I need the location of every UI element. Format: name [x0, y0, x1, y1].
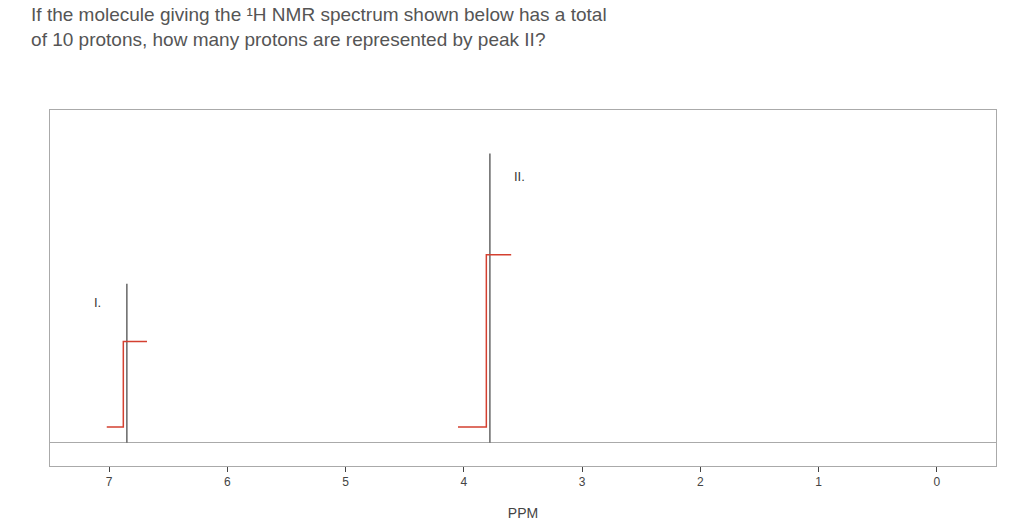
svg-text:7: 7	[106, 475, 113, 489]
svg-text:If the molecule giving the ¹H: If the molecule giving the ¹H NMR spectr…	[31, 4, 607, 50]
svg-text:3: 3	[579, 475, 586, 489]
svg-text:6: 6	[224, 475, 231, 489]
svg-text:4: 4	[461, 475, 468, 489]
svg-text:II.: II.	[514, 169, 525, 184]
svg-text:I.: I.	[94, 295, 101, 310]
svg-text:PPM: PPM	[508, 505, 538, 521]
svg-text:1: 1	[815, 475, 822, 489]
svg-text:2: 2	[697, 475, 704, 489]
svg-text:0: 0	[934, 475, 941, 489]
svg-text:5: 5	[342, 475, 349, 489]
